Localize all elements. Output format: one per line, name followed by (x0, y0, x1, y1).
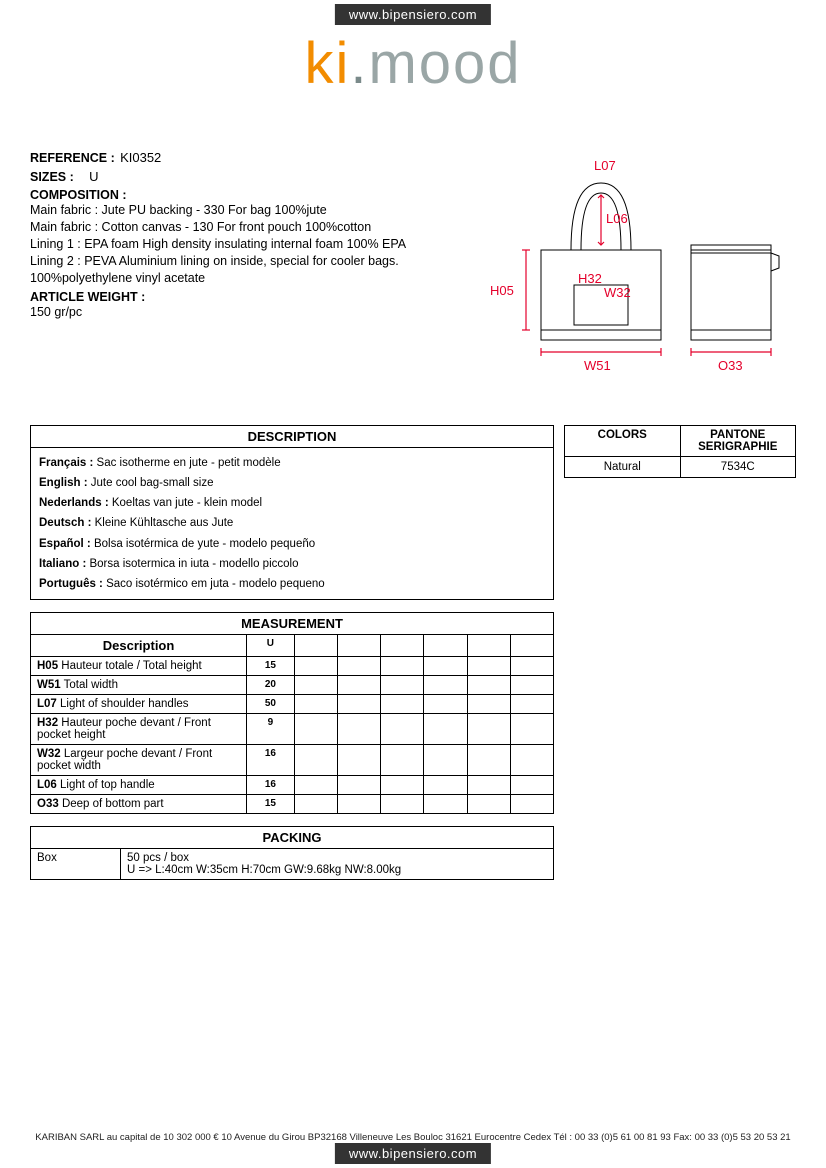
logo-mood: mood (368, 31, 521, 96)
url-badge-bottom: www.bipensiero.com (335, 1143, 491, 1164)
dim-l06: L06 (606, 211, 628, 226)
lang-label: Português : (39, 578, 103, 590)
lang-label: Español : (39, 538, 91, 550)
lang-label: Deutsch : (39, 517, 91, 529)
lang-text: Koeltas van jute - klein model (109, 497, 262, 509)
dim-w51: W51 (584, 358, 611, 373)
table-row: L06 Light of top handle16 (31, 775, 554, 794)
pantone-header: PANTONE SERIGRAPHIE (680, 426, 796, 457)
lang-text: Kleine Kühltasche aus Jute (91, 517, 233, 529)
packing-line: 50 pcs / box (127, 852, 547, 864)
composition-line: Lining 1 : EPA foam High density insulat… (30, 236, 420, 253)
color-name: Natural (565, 457, 681, 478)
description-table: DESCRIPTION Français : Sac isotherme en … (30, 425, 554, 600)
composition-line: Main fabric : Jute PU backing - 330 For … (30, 202, 420, 219)
brand-logo: ki.mood (304, 30, 521, 97)
dim-o33: O33 (718, 358, 743, 373)
lang-label: Nederlands : (39, 497, 109, 509)
logo-k: k (304, 31, 335, 96)
lang-text: Borsa isotermica in iuta - modello picco… (86, 558, 298, 570)
dim-l07: L07 (594, 158, 616, 173)
packing-line: U => L:40cm W:35cm H:70cm GW:9.68kg NW:8… (127, 864, 547, 876)
table-row: W51 Total width20 (31, 675, 554, 694)
lang-label: Français : (39, 457, 93, 469)
footer-text: KARIBAN SARL au capital de 10 302 000 € … (0, 1132, 826, 1143)
composition-line: Main fabric : Cotton canvas - 130 For fr… (30, 219, 420, 236)
dim-h05: H05 (490, 283, 514, 298)
reference-label: REFERENCE : (30, 151, 115, 165)
composition-line: Lining 2 : PEVA Aluminium lining on insi… (30, 253, 420, 287)
url-badge-top: www.bipensiero.com (335, 4, 491, 25)
table-row: O33 Deep of bottom part15 (31, 794, 554, 813)
table-row: H05 Hauteur totale / Total height15 (31, 656, 554, 675)
packing-header: PACKING (31, 826, 554, 848)
table-row: W32 Largeur poche devant / Front pocket … (31, 744, 554, 775)
measurement-header: MEASUREMENT (31, 612, 554, 634)
colors-header: COLORS (565, 426, 681, 457)
product-diagram: L07 L06 H05 H32 W32 W51 O33 (486, 155, 786, 385)
table-row: H32 Hauteur poche devant / Front pocket … (31, 713, 554, 744)
measurement-table: MEASUREMENT Description U H05 Hauteur to… (30, 612, 554, 814)
packing-box-label: Box (31, 848, 121, 879)
dim-h32: H32 (578, 271, 602, 286)
lang-text: Saco isotérmico em juta - modelo pequeno (103, 578, 325, 590)
weight-value: 150 gr/pc (30, 304, 420, 321)
logo-dot: . (350, 31, 368, 96)
lang-text: Bolsa isotérmica de yute - modelo pequeñ… (91, 538, 315, 550)
lang-label: Italiano : (39, 558, 86, 570)
description-header: DESCRIPTION (31, 426, 554, 448)
packing-details: 50 pcs / box U => L:40cm W:35cm H:70cm G… (121, 848, 554, 879)
meas-sub-u: U (247, 634, 295, 656)
reference-value: KI0352 (120, 150, 161, 165)
lang-text: Jute cool bag-small size (88, 477, 214, 489)
sizes-label: SIZES : (30, 170, 74, 184)
colors-table: COLORS PANTONE SERIGRAPHIE Natural 7534C (564, 425, 796, 478)
dim-w32: W32 (604, 285, 631, 300)
meas-sub-desc: Description (31, 634, 247, 656)
sizes-value: U (89, 169, 98, 184)
packing-table: PACKING Box 50 pcs / box U => L:40cm W:3… (30, 826, 554, 880)
table-row: L07 Light of shoulder handles50 (31, 694, 554, 713)
color-pantone: 7534C (680, 457, 796, 478)
lang-label: English : (39, 477, 88, 489)
lang-text: Sac isotherme en jute - petit modèle (93, 457, 280, 469)
logo-i: i (335, 31, 350, 96)
